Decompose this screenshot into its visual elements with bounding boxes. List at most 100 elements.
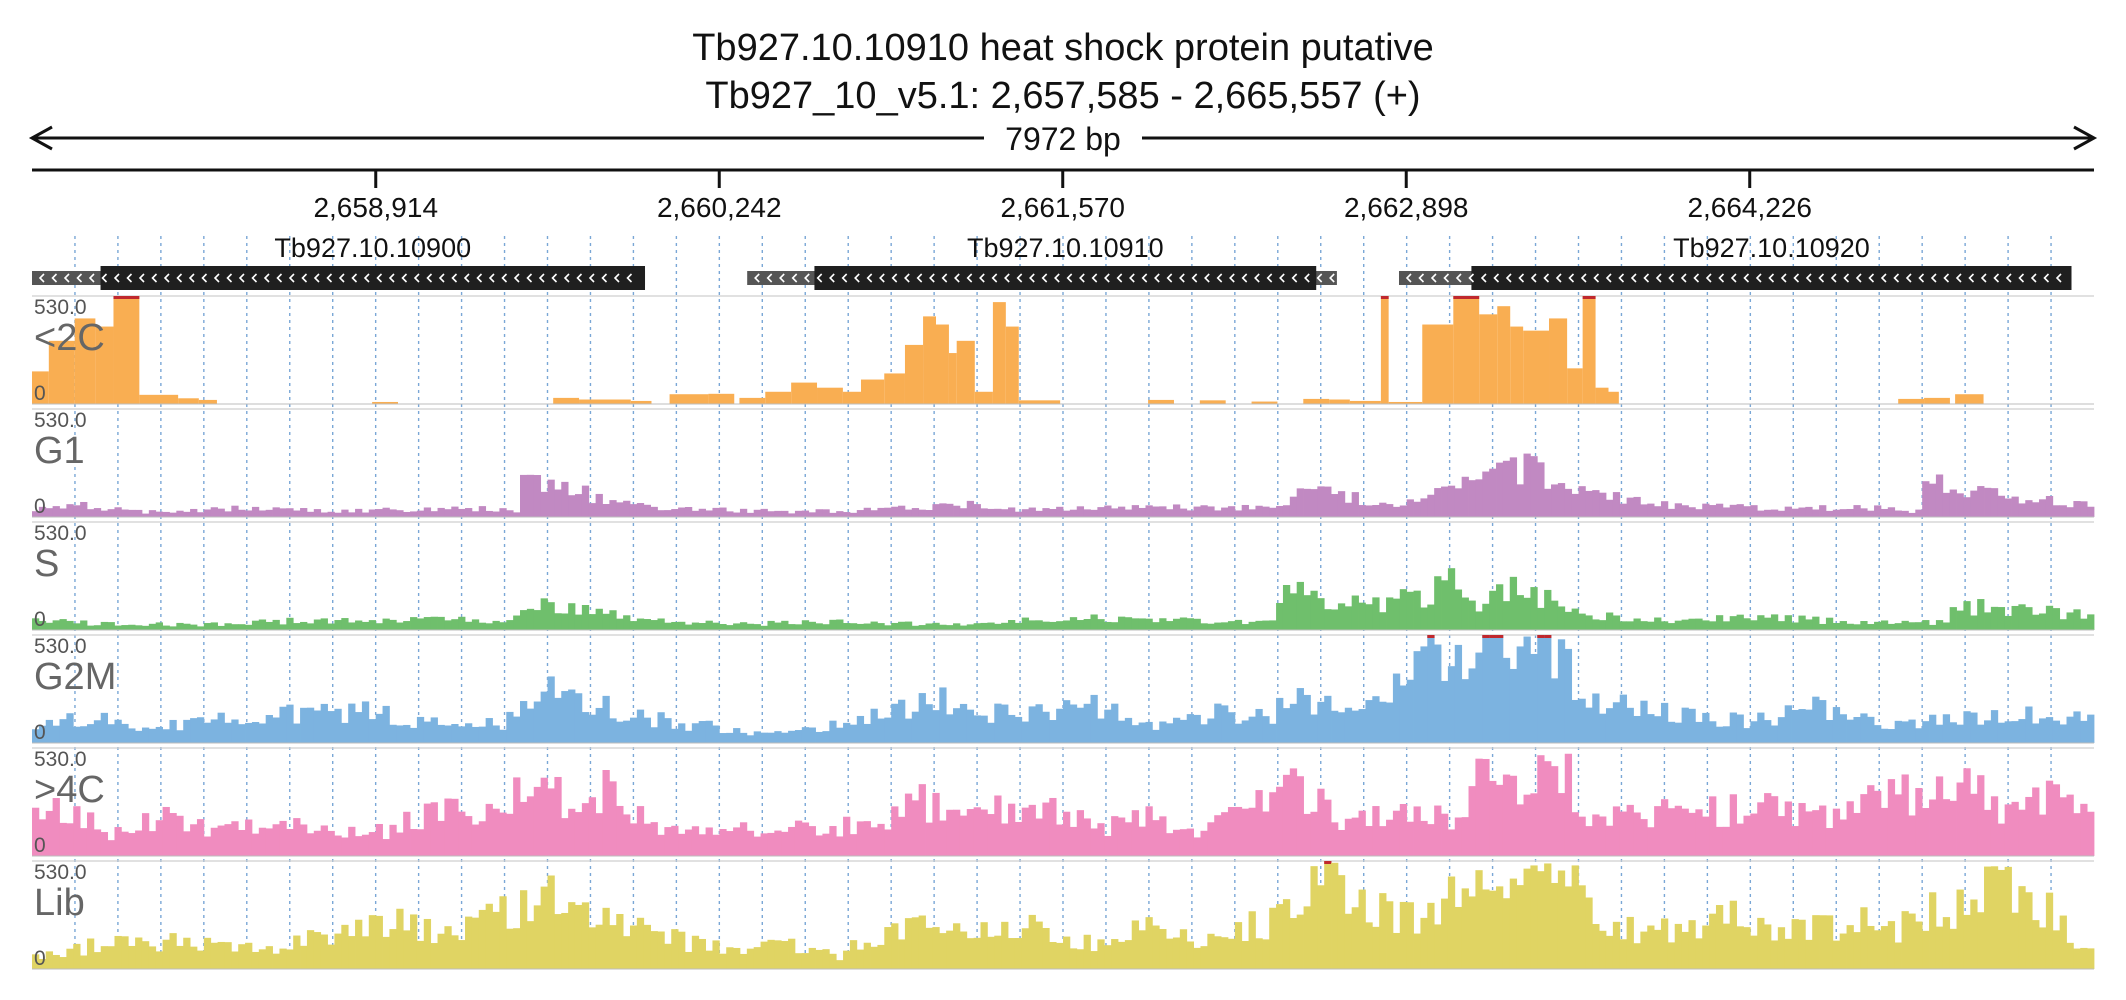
strand-marker <box>1780 273 1787 283</box>
coverage-bar <box>1619 811 1628 856</box>
coverage-bar <box>1406 679 1414 743</box>
coverage-bar <box>602 613 610 630</box>
coverage-bar <box>1035 921 1043 969</box>
coverage-bar <box>231 624 239 630</box>
coverage-bar <box>410 727 418 743</box>
coverage-bar <box>1523 868 1531 969</box>
coverage-bar <box>1784 705 1792 743</box>
coverage-bar <box>1351 710 1359 743</box>
coverage-bar <box>595 493 603 517</box>
coverage-bar <box>1282 708 1291 743</box>
coverage-bar <box>1241 624 1249 630</box>
coverage-bar <box>1784 801 1792 856</box>
coverage-bar <box>1908 815 1916 856</box>
coverage-bar <box>891 506 899 517</box>
coverage-bar <box>1221 622 1229 630</box>
coverage-bar <box>2045 605 2054 630</box>
coverage-bar <box>1441 680 1449 743</box>
coverage-bar <box>1461 476 1469 517</box>
span-arrow-right-head <box>2073 125 2098 151</box>
coverage-bar <box>2087 811 2095 856</box>
coverage-bar <box>1633 715 1641 743</box>
coverage-bar <box>183 719 191 743</box>
coverage-bar <box>416 510 425 517</box>
coverage-bar <box>499 896 507 969</box>
coverage-bar <box>1069 509 1078 517</box>
coverage-bar <box>48 340 75 404</box>
strand-marker <box>1693 273 1700 283</box>
coverage-bar <box>1454 906 1463 969</box>
coverage-bar <box>1633 812 1641 856</box>
coverage-bar <box>1234 723 1243 743</box>
coverage-bar <box>657 931 665 969</box>
coverage-bar <box>623 814 631 856</box>
coverage-bar <box>966 809 975 856</box>
coverage-bar <box>506 813 514 856</box>
coverage-bar <box>410 829 418 856</box>
coverage-bar <box>1324 861 1332 969</box>
coverage-bar <box>1454 644 1463 743</box>
coverage-bar <box>973 623 981 630</box>
coverage-bar <box>231 821 239 856</box>
coverage-bar <box>870 510 878 517</box>
coverage-bar <box>808 826 816 856</box>
coverage-bar <box>1942 917 1951 969</box>
strand-marker <box>2018 273 2025 283</box>
coverage-bar <box>2032 614 2040 630</box>
coverage-bar <box>657 618 665 630</box>
coverage-bar <box>939 687 947 743</box>
strand-marker <box>513 273 520 283</box>
coverage-bar <box>1269 620 1277 630</box>
coverage-bar <box>2045 717 2054 743</box>
coverage-bar <box>1853 624 1861 630</box>
track-min-label: 0 <box>34 495 46 518</box>
coverage-bar <box>1269 507 1277 517</box>
coverage-bar <box>1221 705 1229 743</box>
coverage-bar <box>465 621 473 630</box>
coverage-bar <box>485 903 493 969</box>
coverage-bar <box>251 722 260 743</box>
strand-marker <box>1291 273 1298 283</box>
coverage-bar <box>139 394 179 404</box>
coverage-bar <box>1324 609 1332 630</box>
coverage-bar <box>1200 505 1208 517</box>
coverage-bar <box>1997 823 2006 856</box>
coverage-bar <box>100 712 109 743</box>
coverage-bar <box>169 626 177 630</box>
strand-marker <box>1054 273 1060 283</box>
coverage-bar <box>1984 612 1992 630</box>
coverage-bar <box>1922 930 1930 969</box>
coverage-bar <box>671 929 679 969</box>
coverage-bar <box>678 833 686 856</box>
coverage-bar <box>1633 496 1641 517</box>
coverage-bar <box>396 510 404 517</box>
coverage-bar <box>526 708 535 743</box>
coverage-bar <box>1276 602 1284 630</box>
coverage-bar <box>579 399 631 404</box>
coverage-bar <box>251 506 260 517</box>
coverage-bar <box>45 719 54 743</box>
strand-marker <box>401 273 408 283</box>
strand-marker <box>1191 273 1198 283</box>
coverage-bar <box>66 713 74 743</box>
coverage-bar <box>1152 506 1160 517</box>
coverage-bar <box>526 796 535 856</box>
coverage-bar <box>389 509 397 517</box>
coverage-bar <box>1846 801 1854 856</box>
coverage-bar <box>1619 621 1628 630</box>
coverage-bar <box>1422 324 1454 404</box>
coverage-bar <box>891 806 899 856</box>
coverage-bar <box>808 727 816 743</box>
coverage-bar <box>733 623 741 630</box>
coverage-bar <box>877 718 885 743</box>
strand-marker <box>1029 273 1035 283</box>
coverage-bar <box>1846 719 1854 743</box>
coverage-bar <box>2025 500 2033 517</box>
coverage-bar <box>595 707 603 743</box>
coverage-bar <box>1482 635 1490 743</box>
strand-marker <box>51 273 58 283</box>
coverage-bar <box>361 936 370 969</box>
coverage-bar <box>1427 635 1435 743</box>
coverage-bar <box>719 953 727 969</box>
